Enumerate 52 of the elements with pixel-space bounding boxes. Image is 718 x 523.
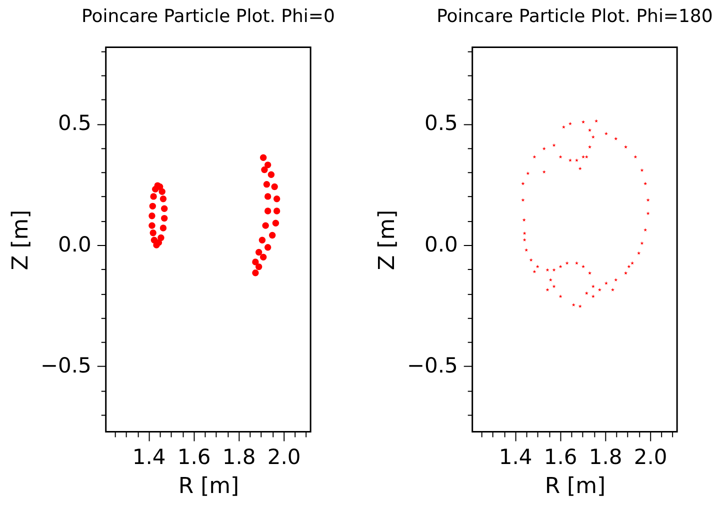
- x-tick-label: 2.0: [634, 445, 668, 470]
- point: [262, 222, 269, 229]
- y-tick-label: −0.5: [40, 354, 92, 378]
- point: [271, 183, 278, 190]
- point: [260, 154, 267, 161]
- y-tick-label: 0.5: [58, 111, 92, 136]
- point: [160, 196, 167, 202]
- point: [264, 208, 272, 214]
- y-tick-label: 0.5: [424, 111, 458, 136]
- point: [273, 208, 280, 214]
- point: [160, 224, 167, 232]
- chart-title: Poincare Particle Plot. Phi=180: [436, 6, 713, 27]
- point: [268, 232, 276, 239]
- point: [252, 270, 259, 276]
- point: [149, 202, 156, 210]
- point: [148, 222, 156, 229]
- point: [158, 188, 166, 195]
- x-tick-label: 1.6: [544, 445, 578, 470]
- x-axis-title: R [m]: [178, 474, 240, 500]
- point: [150, 230, 156, 236]
- x-tick-label: 1.8: [222, 445, 256, 470]
- y-tick-label: 0.0: [424, 232, 458, 256]
- y-axis-title: Z [m]: [374, 210, 400, 270]
- point: [264, 162, 272, 168]
- point: [255, 248, 262, 256]
- y-tick-label: −0.5: [406, 354, 458, 378]
- point: [268, 171, 275, 178]
- point: [258, 236, 266, 244]
- point: [273, 196, 280, 202]
- x-tick-label: 1.6: [177, 445, 211, 470]
- x-tick-label: 1.4: [498, 445, 532, 470]
- point: [264, 244, 272, 251]
- point: [272, 220, 280, 226]
- point: [261, 166, 268, 174]
- point: [152, 186, 159, 193]
- point: [264, 193, 272, 200]
- point: [148, 212, 156, 220]
- x-tick-label: 1.4: [132, 445, 166, 470]
- point: [252, 258, 259, 266]
- y-axis-title: Z [m]: [8, 210, 34, 270]
- point: [150, 193, 157, 200]
- point: [160, 214, 168, 222]
- point: [260, 254, 267, 260]
- x-tick-label: 1.8: [588, 445, 622, 470]
- x-tick-label: 2.0: [267, 445, 301, 470]
- point: [255, 263, 262, 270]
- chart-title: Poincare Particle Plot. Phi=0: [82, 6, 335, 27]
- point: [160, 205, 168, 212]
- point: [150, 236, 158, 244]
- x-axis-title: R [m]: [544, 474, 606, 500]
- y-tick-label: 0.0: [58, 232, 92, 256]
- point: [263, 180, 270, 188]
